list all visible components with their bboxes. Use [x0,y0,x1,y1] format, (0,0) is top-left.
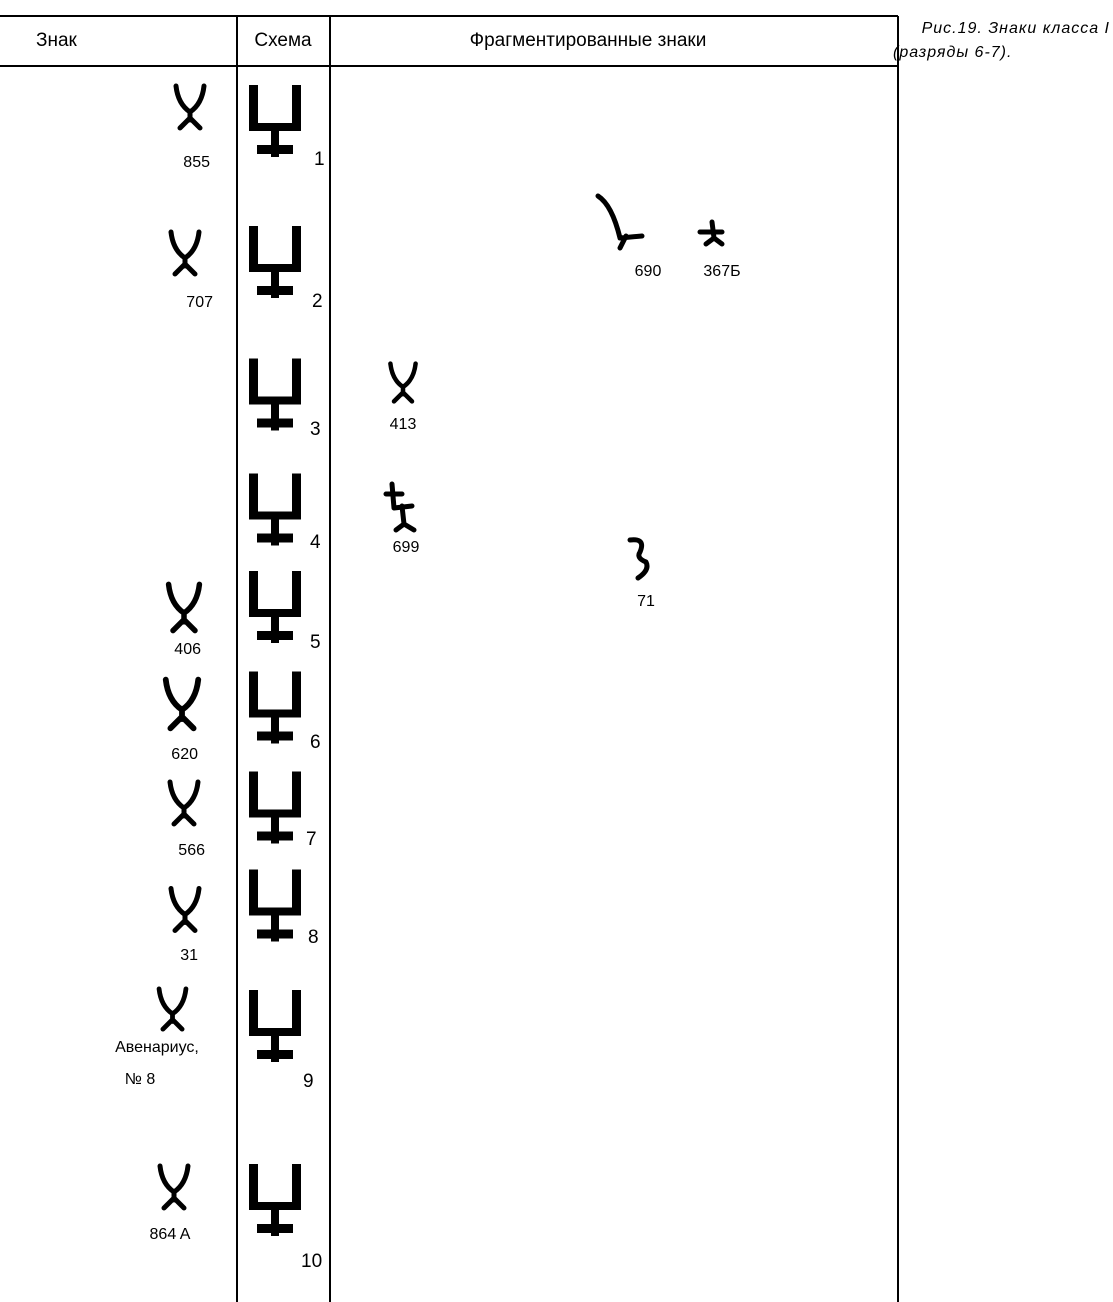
scheme [249,869,301,942]
fragment-label: 71 [637,593,655,610]
glyph [159,989,186,1029]
scheme-number: 1 [314,149,325,170]
scheme-number: 9 [303,1071,314,1092]
scheme [249,671,301,744]
glyph [171,889,199,931]
sign-label: 707 [186,294,213,311]
fragment [383,481,417,533]
sign-label: 864 A [150,1226,191,1243]
fragment [627,537,650,581]
glyph [176,86,204,128]
scheme [249,771,301,844]
header: Фрагментированные знаки [470,30,707,51]
scheme [249,85,301,157]
scheme [249,571,301,643]
table-rules [0,15,899,1302]
fragment-glyphs [383,193,725,581]
caption: Рис.19. Знаки класса I [922,20,1110,37]
sign-label: 855 [183,154,210,171]
scheme [249,226,301,298]
fragment-label: 690 [635,263,662,280]
fragment [595,193,645,251]
scheme-number: 5 [310,632,321,653]
fragment-label: 699 [393,539,420,556]
fragment [697,219,725,247]
fragment-label: 413 [390,416,417,433]
caption: (разряды 6-7). [893,44,1012,61]
sign-label: 566 [178,842,205,859]
scheme [249,990,301,1062]
fragment-label: 367Б [703,263,740,280]
scheme-number: 6 [310,732,321,753]
scheme-number: 10 [301,1251,322,1272]
sign-label: 620 [171,746,198,763]
scheme-number: 7 [306,829,317,850]
glyph [170,782,198,824]
scheme-glyphs [249,85,301,1236]
scheme-number: 2 [312,291,323,312]
header: Схема [254,30,312,51]
sign-label: № 8 [125,1071,156,1088]
scheme [249,473,301,546]
header: Знак [36,30,78,51]
sign-label: 31 [180,947,198,964]
glyph [160,1166,188,1208]
scheme-number: 8 [308,927,319,948]
fragment [390,364,415,402]
sign-label: Авенариус, [115,1039,199,1056]
glyph [166,680,198,729]
scheme-number: 3 [310,419,321,440]
scheme [249,1164,301,1236]
glyph [171,232,199,274]
glyph [169,584,200,630]
scheme-number: 4 [310,532,321,553]
scheme [249,358,301,431]
sign-label: 406 [174,641,201,658]
